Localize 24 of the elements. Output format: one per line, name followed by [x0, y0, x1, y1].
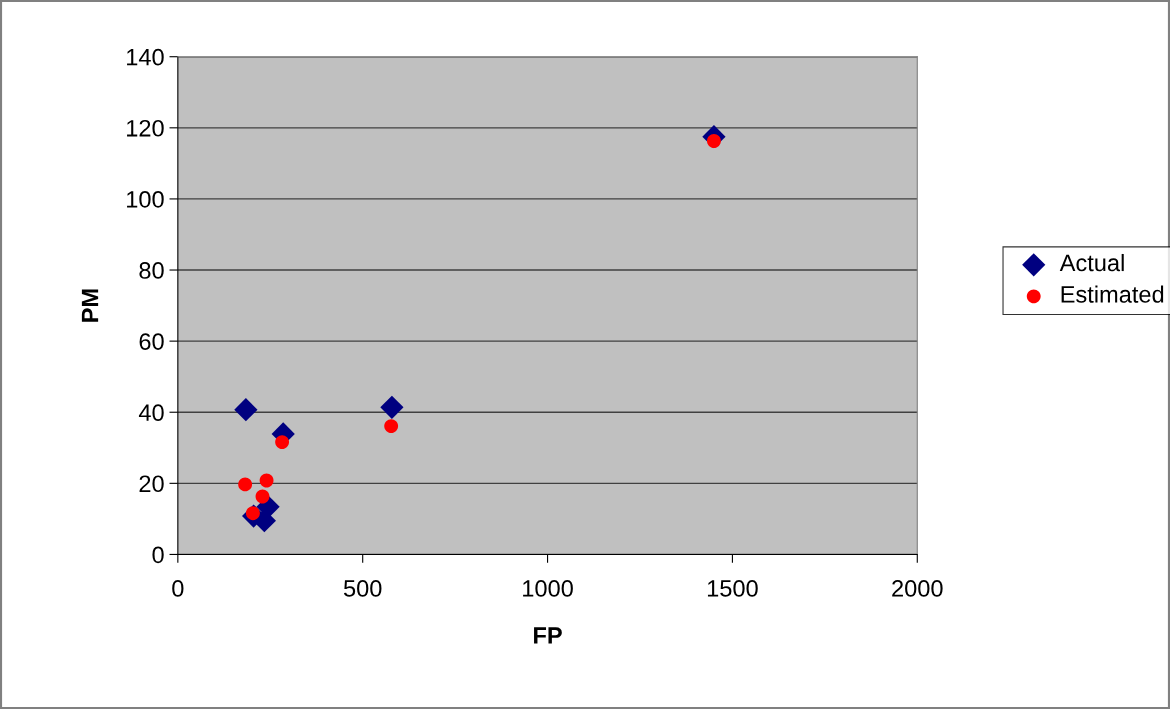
legend-label: Actual: [1059, 253, 1124, 272]
x-tick-label: 1500: [707, 580, 758, 597]
point: [380, 395, 404, 419]
point: [259, 473, 274, 488]
x-axis-title: FP: [534, 627, 562, 644]
x-tick-label: 0: [172, 580, 184, 597]
y-tick-label: 0: [152, 546, 164, 564]
x-tick-label: 2000: [892, 580, 943, 597]
legend-label: Estimated: [1061, 285, 1164, 303]
y-axis-title: PM: [81, 289, 99, 322]
point: [275, 435, 290, 450]
y-tick-label: 60: [139, 333, 164, 350]
point: [384, 419, 399, 434]
y-tick-label: 120: [127, 119, 164, 137]
y-tick-label: 100: [127, 190, 164, 208]
point: [238, 477, 253, 492]
x-tick-label: 500: [343, 580, 382, 597]
x-tick-label: 1000: [523, 580, 573, 597]
point: [255, 489, 270, 504]
y-tick-label: 20: [139, 475, 164, 493]
y-tick-label: 40: [138, 404, 164, 422]
y-tick-label: 140: [127, 48, 164, 66]
y-tick-label: 80: [139, 262, 164, 279]
point: [234, 398, 258, 422]
